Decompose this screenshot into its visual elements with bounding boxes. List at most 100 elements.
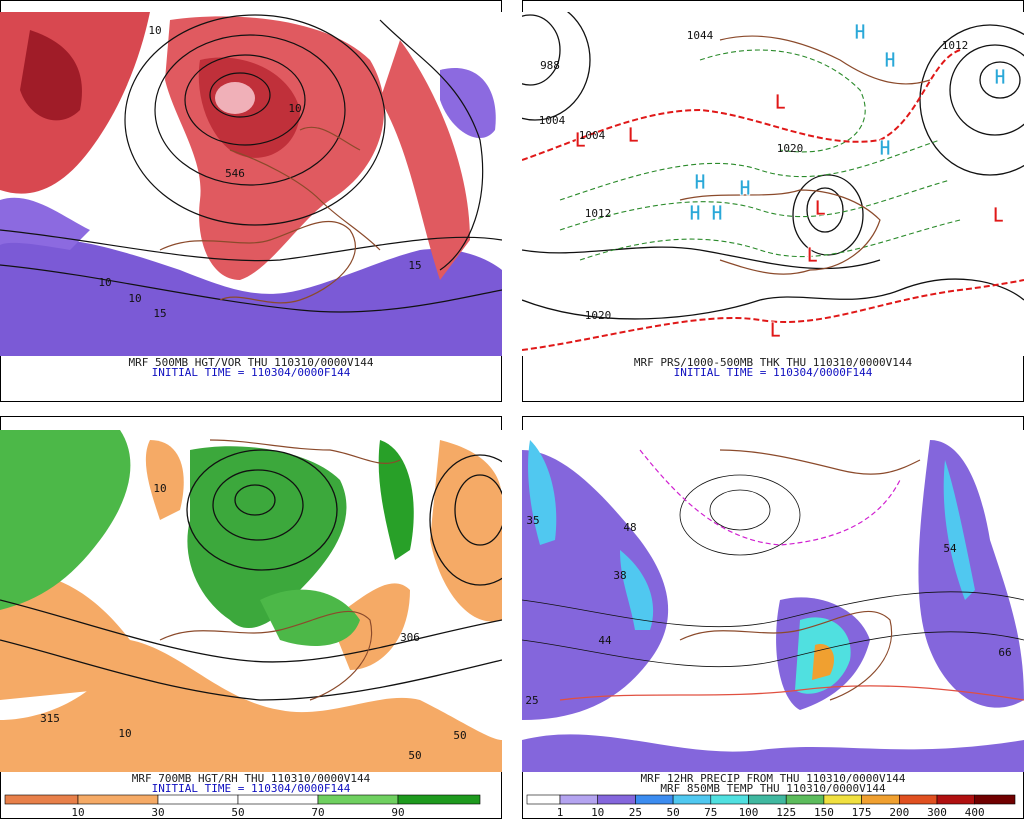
low-center: L — [774, 90, 786, 114]
low-center: L — [814, 196, 826, 220]
precip-area — [943, 460, 975, 600]
colorbar-label: 100 — [739, 806, 759, 819]
map-label: 1012 — [585, 207, 612, 220]
map-label: 15 — [153, 307, 166, 320]
map-label: 988 — [540, 59, 560, 72]
colorbar-swatch — [559, 794, 599, 805]
colorbar-label: 150 — [814, 806, 834, 819]
precip-area — [522, 734, 1024, 772]
colorbar-swatch — [974, 794, 1016, 805]
map-label: 54 — [943, 542, 957, 555]
rh-moist — [378, 440, 414, 560]
high-center: H — [694, 170, 706, 194]
map-label: 66 — [998, 646, 1011, 659]
colorbar-swatch — [597, 794, 636, 805]
vorticity-max — [215, 82, 255, 114]
map-label: 306 — [400, 631, 420, 644]
rh-moist — [260, 589, 360, 646]
rh-moist — [0, 430, 131, 610]
map-label: 1020 — [585, 309, 612, 322]
map-label: 15 — [408, 259, 421, 272]
colorbar-label: 400 — [965, 806, 985, 819]
colorbar-label: 25 — [629, 806, 642, 819]
colorbar-label: 1 — [557, 806, 564, 819]
map-label: 546 — [225, 167, 245, 180]
height-contours — [0, 14, 502, 313]
vorticity-area — [440, 68, 496, 139]
high-center: H — [884, 48, 896, 72]
caption: MRF 500MB HGT/VOR THU 110310/0000V144 — [128, 356, 373, 369]
colorbar-label: 50 — [231, 806, 244, 819]
map-label: 10 — [128, 292, 141, 305]
colorbar-label: 125 — [776, 806, 796, 819]
colorbar-label: 75 — [704, 806, 717, 819]
freezing-line — [559, 685, 1024, 701]
colorbar-swatch — [237, 794, 319, 805]
caption: MRF 700MB HGT/RH THU 110310/0000V144 — [132, 772, 371, 785]
colorbar-label: 90 — [391, 806, 404, 819]
colorbar-label: 200 — [889, 806, 909, 819]
colorbar-swatch — [861, 794, 900, 805]
precip-area — [522, 450, 669, 720]
coastlines — [159, 126, 381, 304]
map-label: 10 — [288, 102, 301, 115]
map-label: 1004 — [579, 129, 606, 142]
high-center: H — [711, 201, 723, 225]
colorbar-label: 50 — [666, 806, 679, 819]
colorbar-label: 300 — [927, 806, 947, 819]
map-label: 1020 — [777, 142, 804, 155]
thickness-lines — [559, 49, 961, 261]
map-label: 10 — [98, 276, 111, 289]
caption: MRF 850MB TEMP THU 110310/0000V144 — [660, 782, 886, 795]
low-center: L — [992, 203, 1004, 227]
map-pressure — [522, 12, 1024, 356]
colorbar-swatch — [710, 794, 749, 805]
map-700mb — [0, 430, 502, 772]
vorticity-area — [380, 40, 470, 280]
high-center: H — [994, 65, 1006, 89]
low-center: L — [627, 123, 639, 147]
map-bg — [522, 12, 1024, 356]
map-label: 48 — [623, 521, 636, 534]
high-center: H — [879, 136, 891, 160]
colorbar-label: 10 — [71, 806, 84, 819]
rh-dry — [430, 440, 502, 622]
map-label: 50 — [408, 749, 421, 762]
caption: INITIAL TIME = 110304/0000F144 — [152, 366, 351, 379]
coastlines — [159, 439, 401, 701]
colorbar-swatch — [785, 794, 825, 805]
height-contours — [0, 449, 502, 701]
caption: INITIAL TIME = 110304/0000F144 — [152, 782, 351, 795]
high-center: H — [689, 201, 701, 225]
map-label: 44 — [598, 634, 612, 647]
low-center: L — [806, 243, 818, 267]
map-label: 1004 — [539, 114, 566, 127]
map-500mb — [0, 12, 502, 356]
coastlines — [679, 449, 921, 701]
low-center: L — [574, 128, 586, 152]
colorbar-label: 30 — [151, 806, 164, 819]
map-label: 25 — [525, 694, 538, 707]
colorbar-swatch — [526, 794, 561, 805]
vorticity-area — [20, 30, 82, 121]
precip-area — [528, 440, 557, 545]
map-label: 315 — [40, 712, 60, 725]
map-label: 35 — [526, 514, 539, 527]
rh-dry — [145, 440, 184, 520]
map-label: 10 — [118, 727, 131, 740]
colorbar-swatch — [77, 794, 159, 805]
caption: MRF 12HR PRECIP FROM THU 110310/0000V144 — [641, 772, 906, 785]
caption: INITIAL TIME = 110304/0000F144 — [674, 366, 873, 379]
colorbar-label: 70 — [311, 806, 324, 819]
map-label: 50 — [453, 729, 466, 742]
temp-contours — [522, 474, 1024, 668]
colorbar-swatch — [4, 794, 79, 805]
map-precip — [522, 430, 1024, 772]
map-label: 38 — [613, 569, 626, 582]
colorbar-swatch — [936, 794, 976, 805]
precip-max — [812, 644, 835, 680]
rh-dry — [0, 640, 502, 772]
colorbar-swatch — [748, 794, 787, 805]
